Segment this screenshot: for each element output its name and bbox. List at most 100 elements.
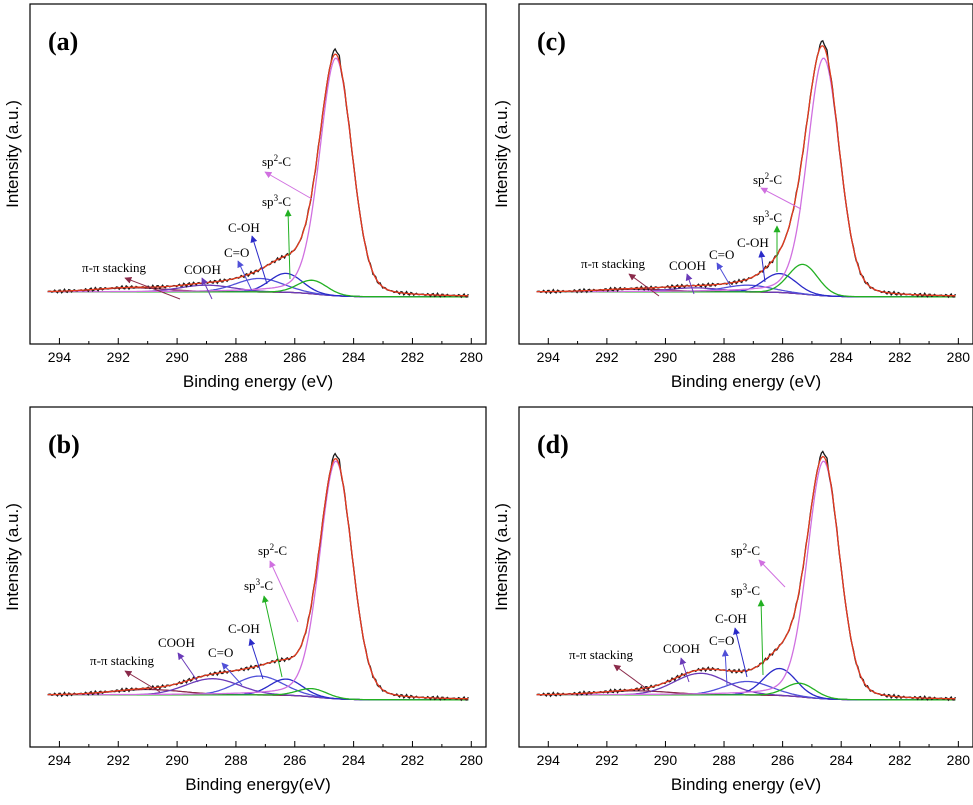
x-tick-label: 286 — [283, 349, 307, 365]
x-tick-label: 286 — [283, 752, 307, 768]
annotation-sp2: sp2-C — [262, 153, 291, 169]
annotation-sp2: sp2-C — [753, 171, 782, 187]
annotation-coh: C-OH — [715, 611, 747, 626]
y-axis-title: Intensity (a.u.) — [3, 503, 22, 611]
annotation-arrow-coh — [248, 638, 264, 680]
x-tick-label: 286 — [771, 752, 795, 768]
annotation-arrow-cooh — [679, 657, 690, 683]
x-tick-label: 294 — [48, 349, 72, 365]
annotation-arrow-coh — [250, 235, 268, 285]
x-axis-title: Binding energy (eV) — [671, 775, 821, 794]
annotation-arrow-sp2 — [264, 171, 313, 200]
annotation-sp3: sp3-C — [262, 193, 291, 209]
x-tick-label: 292 — [595, 752, 619, 768]
annotation-pipi: π-π stacking — [90, 653, 155, 668]
annotation-arrow-sp2 — [758, 559, 786, 588]
annotation-cooh: COOH — [158, 635, 195, 650]
component-curve-sp2 — [536, 460, 956, 700]
raw-data-curve — [536, 450, 956, 702]
annotation-sp3: sp3-C — [244, 577, 273, 593]
panel-label: (a) — [48, 27, 78, 56]
annotation-arrow-sp3 — [261, 595, 283, 678]
x-axis-title: Binding energy(eV) — [185, 775, 331, 794]
y-axis-title: Intensity (a.u.) — [492, 503, 511, 611]
x-tick-label: 290 — [654, 752, 678, 768]
annotation-pipi: π-π stacking — [569, 647, 634, 662]
annotation-arrow-sp2 — [760, 187, 802, 210]
annotation-cooh: COOH — [663, 641, 700, 656]
x-tick-label: 292 — [107, 349, 131, 365]
annotation-arrow-cooh — [177, 652, 199, 683]
annotation-sp2: sp2-C — [258, 542, 287, 558]
x-tick-label: 282 — [401, 752, 425, 768]
x-tick-label: 282 — [888, 349, 912, 365]
panel-label: (d) — [537, 430, 569, 459]
x-tick-label: 290 — [165, 752, 189, 768]
x-tick-label: 284 — [830, 349, 854, 365]
annotation-arrow-sp2 — [269, 560, 299, 623]
y-axis-title: Intensity (a.u.) — [3, 100, 22, 208]
x-tick-label: 280 — [947, 752, 971, 768]
x-tick-label: 280 — [947, 349, 971, 365]
x-tick-label: 294 — [537, 752, 561, 768]
annotation-co: C=O — [709, 633, 734, 648]
x-tick-label: 284 — [342, 349, 366, 365]
panel-label: (b) — [48, 430, 80, 459]
annotation-coh: C-OH — [737, 235, 769, 250]
annotation-pipi: π-π stacking — [581, 256, 646, 271]
x-tick-label: 280 — [460, 752, 484, 768]
x-tick-label: 284 — [342, 752, 366, 768]
annotation-arrow-pipi — [613, 664, 652, 693]
fit-envelope-curve — [47, 53, 469, 297]
plot-frame — [518, 3, 973, 345]
x-tick-label: 294 — [48, 752, 72, 768]
annotation-pipi: π-π stacking — [82, 260, 147, 275]
annotation-arrow-pipi — [124, 670, 161, 693]
x-tick-label: 282 — [888, 752, 912, 768]
annotation-arrow-cooh — [685, 273, 695, 295]
plot-frame — [518, 406, 973, 748]
x-tick-label: 280 — [460, 349, 484, 365]
panel-c: 294 292 290 288 286 284 282 280 Binding energy (… — [492, 3, 973, 391]
annotation-co: C=O — [709, 247, 734, 262]
annotation-sp2: sp2-C — [731, 542, 760, 558]
x-tick-label: 294 — [537, 349, 561, 365]
annotation-sp3: sp3-C — [731, 582, 760, 598]
annotation-cooh: COOH — [669, 258, 706, 273]
annotation-cooh: COOH — [184, 262, 221, 277]
annotation-arrow-cooh — [201, 277, 213, 300]
annotation-co: C=O — [208, 645, 233, 660]
fit-envelope-curve — [536, 45, 956, 297]
annotation-arrow-sp3 — [757, 599, 765, 676]
panel-b: 294 292 290 288 286 284 282 280 Binding energy(e… — [3, 406, 487, 794]
annotation-co: C=O — [224, 245, 249, 260]
x-tick-label: 290 — [654, 349, 678, 365]
annotation-sp3: sp3-C — [753, 209, 782, 225]
annotation-arrow-co — [716, 262, 732, 288]
annotation-coh: C-OH — [228, 621, 260, 636]
annotation-arrow-co — [221, 662, 243, 686]
plot-frame — [29, 406, 487, 748]
x-tick-label: 286 — [771, 349, 795, 365]
x-axis-title: Binding energy (eV) — [671, 372, 821, 391]
plot-frame — [29, 3, 487, 345]
annotation-arrow-coh — [758, 250, 766, 283]
annotation-arrow-coh — [733, 627, 748, 678]
x-tick-label: 284 — [830, 752, 854, 768]
annotation-arrow-pipi — [124, 276, 181, 300]
x-tick-label: 292 — [595, 349, 619, 365]
y-axis-title: Intensity (a.u.) — [492, 100, 511, 208]
annotation-arrow-co — [237, 260, 253, 292]
panel-d: 294 292 290 288 286 284 282 280 Binding energy (… — [492, 406, 973, 794]
annotation-coh: C-OH — [228, 220, 260, 235]
panel-a: 294 292 290 288 286 284 282 280 Binding energy (… — [3, 3, 487, 391]
x-axis-title: Binding energy (eV) — [183, 372, 333, 391]
x-tick-label: 288 — [224, 349, 248, 365]
annotation-arrow-co — [721, 649, 729, 686]
annotation-arrow-sp3 — [284, 209, 292, 280]
annotation-arrow-pipi — [628, 273, 660, 297]
x-tick-label: 288 — [712, 752, 736, 768]
x-tick-label: 288 — [224, 752, 248, 768]
x-tick-label: 290 — [165, 349, 189, 365]
